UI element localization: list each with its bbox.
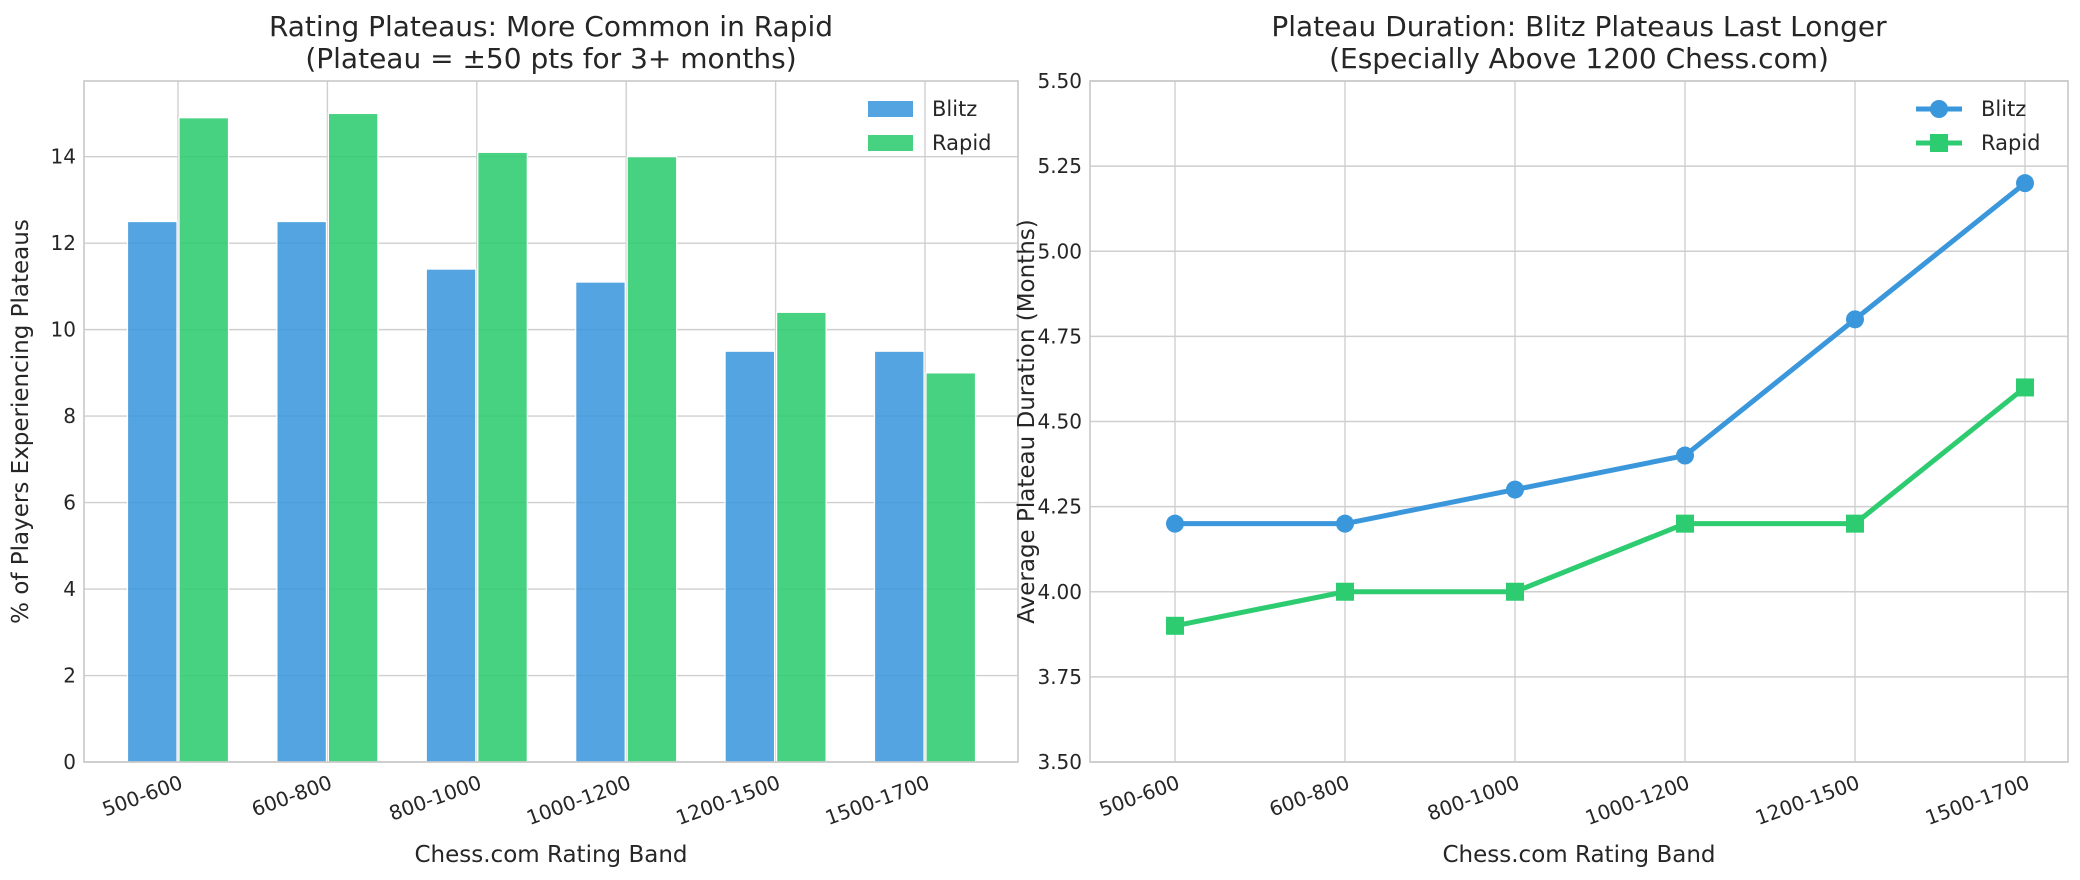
point-rapid (2016, 378, 2034, 397)
point-rapid (1506, 582, 1524, 601)
chart-title: (Especially Above 1200 Chess.com) (1329, 42, 1829, 75)
bar-blitz (724, 350, 776, 763)
chart-title: (Plateau = ±50 pts for 3+ months) (305, 42, 796, 75)
x-tick-label: 1500-1700 (822, 770, 933, 830)
x-tick-label: 1000-1200 (523, 770, 634, 830)
legend-label: Blitz (1981, 97, 2026, 121)
y-axis-label: % of Players Experiencing Plateaus (8, 219, 34, 624)
point-rapid (1676, 514, 1694, 533)
y-tick-label: 4.25 (1037, 495, 1082, 519)
bar-rapid (775, 311, 827, 763)
plot-frame (83, 80, 1019, 763)
x-tick-label: 800-1000 (386, 770, 485, 825)
y-tick-label: 5.00 (1037, 239, 1082, 263)
point-rapid (1336, 582, 1354, 601)
legend-marker (1930, 134, 1948, 152)
legend: Blitz Rapid (868, 97, 992, 155)
y-tick-label: 8 (63, 404, 76, 428)
x-tick-label: 1000-1200 (1582, 770, 1693, 830)
legend-label: Rapid (1981, 131, 2041, 155)
line-chart-panel: Plateau Duration: Blitz Plateaus Last Lo… (1014, 10, 2069, 868)
bar-blitz (425, 268, 477, 763)
y-axis-label: Average Plateau Duration (Months) (1014, 219, 1040, 624)
bar-blitz (126, 220, 178, 763)
point-blitz (1676, 446, 1694, 465)
bar-rapid (178, 117, 230, 763)
y-tick-label: 10 (51, 318, 76, 342)
y-tick-label: 6 (63, 491, 76, 515)
legend-label: Blitz (932, 97, 977, 121)
y-tick-label: 4.00 (1037, 580, 1082, 604)
y-tick-label: 4 (63, 577, 76, 601)
series-line-blitz (1175, 181, 2027, 527)
point-blitz (2016, 174, 2034, 193)
bar-blitz (575, 281, 626, 763)
bar-rapid (925, 372, 977, 763)
y-tick-label: 4.50 (1037, 410, 1082, 434)
legend: Blitz Rapid (1916, 97, 2041, 155)
x-tick-label: 800-1000 (1424, 770, 1523, 825)
point-blitz (1166, 514, 1184, 533)
y-tick-label: 2 (63, 664, 76, 688)
x-axis-label: Chess.com Rating Band (1442, 842, 1715, 868)
x-tick-label: 1200-1500 (673, 770, 784, 830)
chart-title: Plateau Duration: Blitz Plateaus Last Lo… (1271, 10, 1887, 43)
legend-swatch-rapid (868, 135, 913, 151)
bar-blitz (276, 220, 327, 763)
point-rapid (1166, 616, 1184, 635)
x-tick-label: 600-800 (248, 770, 335, 821)
plot-frame (1089, 80, 2069, 763)
legend-marker (1930, 100, 1948, 118)
x-tick-label: 500-600 (1096, 770, 1183, 821)
bar-rapid (477, 151, 528, 763)
y-tick-label: 14 (51, 145, 76, 169)
x-tick-label: 1200-1500 (1752, 770, 1863, 830)
point-blitz (1336, 514, 1354, 533)
y-tick-label: 5.50 (1037, 69, 1082, 93)
legend-label: Rapid (932, 131, 992, 155)
y-tick-label: 5.25 (1037, 154, 1082, 178)
y-tick-label: 12 (51, 231, 76, 255)
x-tick-label: 600-800 (1266, 770, 1353, 821)
x-axis-label: Chess.com Rating Band (414, 842, 687, 868)
x-tick-label: 500-600 (99, 770, 186, 821)
point-blitz (1846, 310, 1864, 329)
legend-swatch-blitz (868, 101, 913, 117)
y-tick-label: 0 (63, 750, 76, 774)
bar-rapid (327, 112, 379, 763)
bar-rapid (626, 156, 678, 763)
point-rapid (1846, 514, 1864, 533)
y-tick-label: 3.75 (1037, 665, 1082, 689)
chart-title: Rating Plateaus: More Common in Rapid (269, 10, 833, 43)
bar-chart-panel: Rating Plateaus: More Common in Rapid(Pl… (8, 10, 1019, 868)
series-line-rapid (1174, 385, 2027, 629)
y-tick-label: 4.75 (1037, 324, 1082, 348)
point-blitz (1506, 480, 1524, 499)
x-tick-label: 1500-1700 (1922, 770, 2033, 830)
y-tick-label: 3.50 (1037, 750, 1082, 774)
bar-blitz (873, 350, 925, 763)
